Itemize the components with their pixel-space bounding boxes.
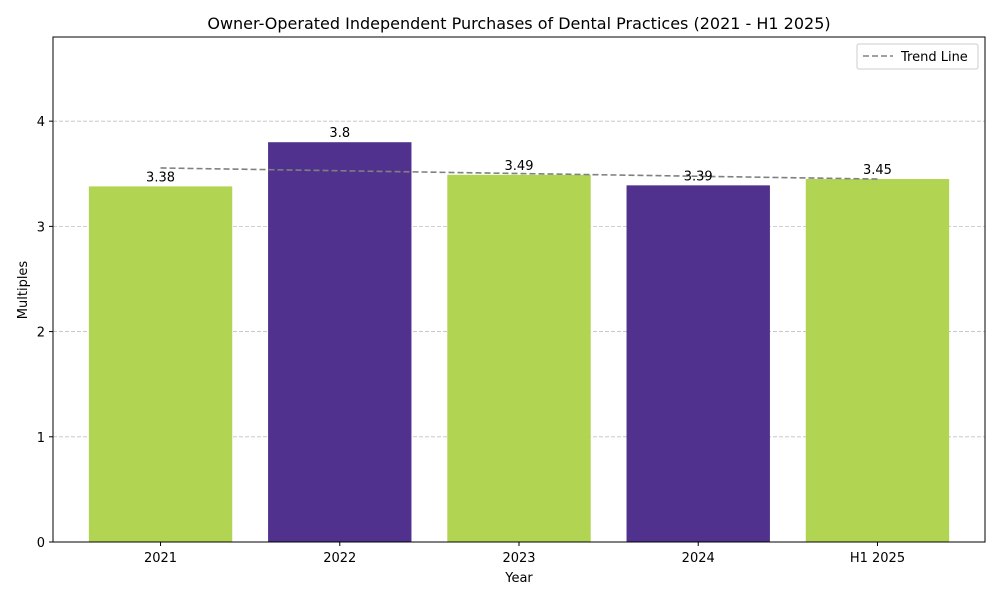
bar (268, 142, 412, 543)
y-axis: 0 1 2 3 4 (37, 115, 53, 551)
x-tick-label: H1 2025 (850, 551, 905, 566)
bar-value-label: 3.8 (329, 126, 350, 141)
y-tick-label: 0 (37, 536, 45, 551)
y-tick-label: 3 (37, 220, 45, 235)
legend-box (856, 43, 979, 70)
x-tick-label: 2022 (323, 551, 356, 566)
chart-title: Owner-Operated Independent Purchases of … (207, 14, 830, 33)
bar-value-label: 3.39 (684, 169, 713, 184)
x-axis: 2021 2022 2023 2024 H1 2025 (144, 542, 905, 566)
legend-trend-line-label: Trend Line (900, 50, 968, 65)
y-tick-label: 1 (37, 431, 45, 446)
bar (447, 174, 591, 542)
x-axis-label: Year (504, 571, 533, 586)
trend-line (160, 167, 878, 180)
bar-value-label: 3.49 (505, 159, 534, 174)
bar (88, 186, 233, 543)
bar (805, 179, 950, 542)
y-tick-label: 4 (37, 115, 45, 130)
legend: Trend Line (856, 43, 979, 70)
x-tick-label: 2021 (144, 551, 177, 566)
bars (88, 142, 950, 543)
y-tick-label: 2 (37, 326, 45, 341)
bar-value-label: 3.38 (146, 170, 175, 185)
trend-line-group (160, 167, 878, 180)
y-axis-label: Multiples (16, 261, 31, 320)
x-tick-label: 2024 (682, 551, 715, 566)
bar-value-label: 3.45 (863, 163, 892, 178)
x-tick-label: 2023 (502, 551, 535, 566)
data-labels: 3.38 3.8 3.49 3.39 3.45 (146, 126, 892, 185)
bar (626, 185, 770, 542)
